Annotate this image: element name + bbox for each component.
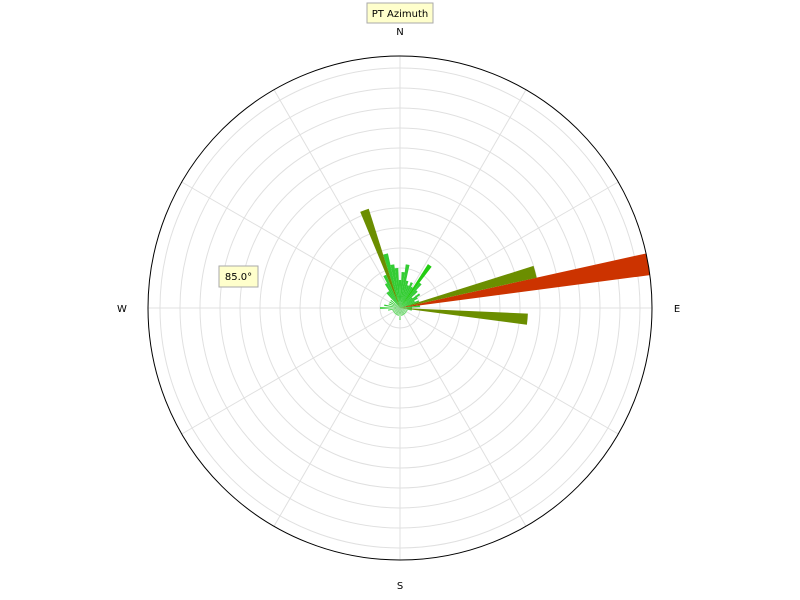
rose-bar-170 xyxy=(400,308,402,316)
rose-bar-160 xyxy=(400,308,404,316)
rose-bar-5 xyxy=(400,272,405,308)
direction-south-label: S xyxy=(397,581,403,592)
rose-bar-340 xyxy=(360,208,400,308)
rose-bar-250 xyxy=(392,308,400,312)
rose-bar-350 xyxy=(390,264,400,308)
rose-bar-75 xyxy=(400,265,537,308)
chart-title: PT Azimuth xyxy=(372,9,429,20)
rose-bar-260 xyxy=(388,308,400,311)
direction-east-label: E xyxy=(674,304,680,315)
rose-bar-325 xyxy=(387,291,400,308)
rose-bar-120 xyxy=(400,308,408,313)
polar-frame xyxy=(147,55,653,561)
rose-bar-60 xyxy=(400,297,418,308)
rose-bar-180 xyxy=(399,308,401,321)
rose-bar-200 xyxy=(396,308,400,316)
grid-spoke xyxy=(399,181,619,309)
rose-bar-30 xyxy=(400,286,413,308)
rose-bar-70 xyxy=(400,300,420,308)
rose-bar-15 xyxy=(400,280,409,308)
rose-bar-130 xyxy=(400,308,407,314)
polar-grid xyxy=(148,56,652,560)
rose-bar-110 xyxy=(400,308,408,312)
rose-bar-210 xyxy=(395,308,400,316)
rose-bar-25 xyxy=(400,282,413,308)
chart-title-box: PT Azimuth xyxy=(366,2,434,24)
rose-bar-90 xyxy=(400,307,413,309)
annotation-box: 85.0° xyxy=(218,265,259,288)
rose-bar-100 xyxy=(400,308,412,311)
grid-spoke xyxy=(399,307,527,527)
grid-spoke xyxy=(181,307,401,435)
rose-bar-55 xyxy=(400,293,421,308)
rose-bar-150 xyxy=(400,308,405,316)
rose-bar-20 xyxy=(400,285,410,308)
rose-bar-85 xyxy=(400,305,420,308)
rose-bar-190 xyxy=(398,308,400,316)
rose-bar-270 xyxy=(380,307,400,309)
rose-bar-45 xyxy=(400,290,418,308)
rose-bar-355 xyxy=(394,268,400,308)
rose-bar-140 xyxy=(400,308,406,315)
rose-bar-0 xyxy=(398,280,402,308)
rose-bar-280 xyxy=(384,304,400,308)
rose-bar-335 xyxy=(383,274,400,308)
grid-spoke xyxy=(273,307,401,527)
rose-bars xyxy=(360,208,650,325)
rose-bar-320 xyxy=(386,292,400,308)
rose-bar-240 xyxy=(392,308,400,313)
rose-bar-300 xyxy=(389,301,400,308)
rose-bar-35 xyxy=(400,264,432,308)
grid-spoke xyxy=(273,89,401,309)
rose-bar-330 xyxy=(384,283,400,308)
rose-bar-10 xyxy=(400,264,410,308)
grid-spoke xyxy=(399,89,527,309)
rose-bar-345 xyxy=(383,253,400,308)
rose-bar-230 xyxy=(393,308,400,314)
rose-bar-50 xyxy=(400,297,413,308)
direction-north-label: N xyxy=(396,27,403,38)
direction-west-label: W xyxy=(117,304,127,315)
rose-bar-95 xyxy=(400,308,528,325)
rose-bar-80 xyxy=(400,253,650,308)
rose-bar-310 xyxy=(390,299,400,308)
rose-bar-290 xyxy=(388,303,400,308)
rose-bar-40 xyxy=(400,282,422,308)
rose-bar-220 xyxy=(394,308,400,315)
grid-spoke xyxy=(399,307,619,435)
grid-spoke xyxy=(181,181,401,309)
rose-bar-65 xyxy=(400,300,415,308)
annotation-label: 85.0° xyxy=(225,272,252,283)
